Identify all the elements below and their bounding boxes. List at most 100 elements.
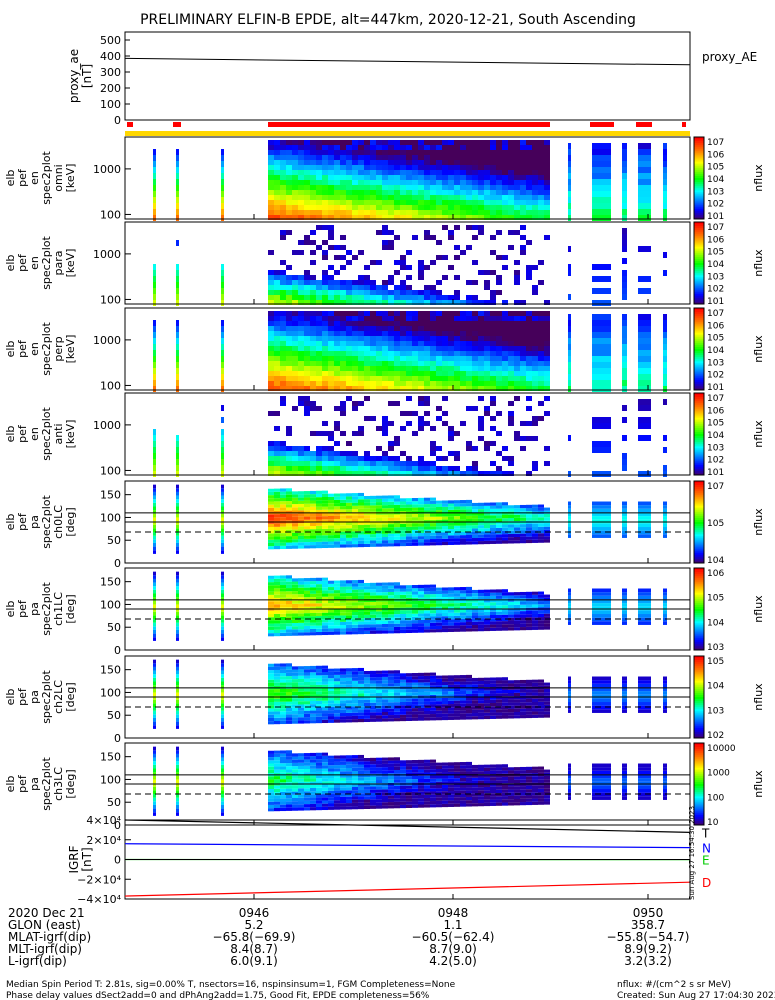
spectrogram-cell: [316, 497, 322, 501]
spectrogram-cell: [622, 338, 627, 344]
spectrogram-cell: [346, 544, 352, 548]
spectrogram-cell: [153, 209, 156, 215]
spectrogram-cell: [382, 670, 388, 674]
spectrogram-cell: [274, 275, 280, 280]
spectrogram-cell: [412, 594, 418, 598]
spectrogram-cell: [268, 585, 274, 589]
y-tick-label: 0: [114, 114, 121, 127]
spectrogram-cell: [292, 500, 298, 505]
spectrogram-cell: [622, 344, 627, 350]
spectrogram-cell: [382, 371, 388, 376]
colorbar-segment: [694, 379, 704, 383]
spectrogram-cell: [346, 200, 352, 205]
spectrogram-cell: [328, 210, 334, 215]
spectrogram-cell: [286, 711, 292, 715]
spectrogram-cell: [502, 190, 508, 195]
spectrogram-cell: [478, 386, 484, 391]
spectrogram-cell: [412, 295, 418, 300]
spectrogram-cell: [304, 678, 310, 683]
spectrogram-cell: [454, 603, 460, 607]
spectrogram-cell: [221, 725, 224, 729]
spectrogram-cell: [394, 270, 400, 275]
spectrogram-cell: [340, 210, 346, 215]
spectrogram-cell: [310, 500, 316, 504]
spectrogram-cell: [280, 280, 286, 285]
spectrogram-cell: [310, 616, 316, 620]
colorbar-tick-label: 101: [707, 383, 724, 393]
colorbar-segment: [694, 629, 704, 633]
spectrogram-cell: [454, 506, 460, 510]
spectrogram-cell: [472, 381, 478, 386]
spectrogram-cell: [478, 592, 484, 597]
spectrogram-cell: [274, 346, 280, 351]
spectrogram-cell: [460, 599, 466, 603]
spectrogram-cell: [346, 502, 352, 506]
spectrogram-cell: [364, 341, 370, 346]
spectrogram-cell: [340, 615, 346, 619]
y-axis-label: spec2plot: [40, 322, 53, 376]
spectrogram-cell: [280, 260, 286, 265]
colorbar-tick-label: 105: [707, 519, 724, 529]
spectrogram-cell: [322, 694, 328, 698]
spectrogram-cell: [622, 185, 627, 191]
spectrogram-cell: [532, 504, 538, 508]
spectrogram-cell: [472, 175, 478, 180]
heatmap-frame: [124, 221, 691, 305]
spectrogram-cell: [274, 545, 280, 550]
spectrogram-cell: [484, 195, 490, 200]
spectrogram-cell: [280, 401, 286, 406]
spectrogram-cell: [280, 494, 286, 499]
spectrogram-cell: [424, 717, 430, 721]
spectrogram-cell: [394, 533, 400, 537]
colorbar-segment: [694, 431, 704, 435]
spectrogram-cell: [322, 140, 328, 145]
spectrogram-cell: [310, 285, 316, 290]
spectrogram-cell: [496, 341, 502, 346]
spectrogram-cell: [502, 605, 508, 609]
spectrogram-cell: [400, 517, 406, 521]
spectrogram-cell: [592, 197, 611, 203]
spectrogram-cell: [490, 524, 496, 529]
spectrogram-cell: [466, 140, 472, 145]
spectrogram-cell: [292, 160, 298, 165]
spectrogram-cell: [430, 513, 436, 517]
spectrogram-cell: [388, 441, 394, 446]
spectrogram-cell: [448, 190, 454, 195]
colorbar-segment: [694, 250, 704, 254]
spectrogram-cell: [418, 170, 424, 175]
spectrogram-cell: [268, 610, 274, 615]
spectrogram-cell: [442, 215, 448, 220]
spectrogram-cell: [472, 502, 478, 507]
spectrogram-cell: [376, 311, 382, 316]
spectrogram-cell: [221, 688, 224, 693]
spectrogram-cell: [406, 673, 412, 677]
spectrogram-cell: [322, 668, 328, 673]
spectrogram-cell: [370, 165, 376, 170]
spectrogram-cell: [310, 529, 316, 533]
spectrogram-cell: [496, 160, 502, 165]
spectrogram-cell: [508, 326, 514, 331]
spectrogram-cell: [274, 613, 280, 618]
spectrogram-cell: [478, 518, 484, 522]
spectrogram-cell: [388, 210, 394, 215]
colorbar-segment: [694, 590, 704, 594]
spectrogram-cell: [406, 523, 412, 527]
spectrogram-cell: [298, 500, 304, 504]
spectrogram-cell: [340, 599, 346, 603]
spectrogram-cell: [466, 185, 472, 190]
spectrogram-cell: [274, 673, 280, 677]
spectrogram-cell: [334, 336, 340, 341]
spectrogram-cell: [364, 495, 370, 500]
spectrogram-cell: [364, 670, 370, 675]
colorbar-segment: [694, 373, 704, 377]
spectrogram-cell: [310, 295, 316, 300]
spectrogram-cell: [364, 150, 370, 155]
spectrogram-cell: [514, 508, 520, 512]
y-axis-label: en: [28, 342, 41, 356]
spectrogram-cell: [388, 611, 394, 615]
spectrogram-cell: [298, 581, 304, 585]
spectrogram-cell: [454, 532, 460, 536]
spectrogram-cell: [622, 215, 627, 221]
spectrogram-cell: [328, 361, 334, 366]
spectrogram-cell: [502, 185, 508, 190]
